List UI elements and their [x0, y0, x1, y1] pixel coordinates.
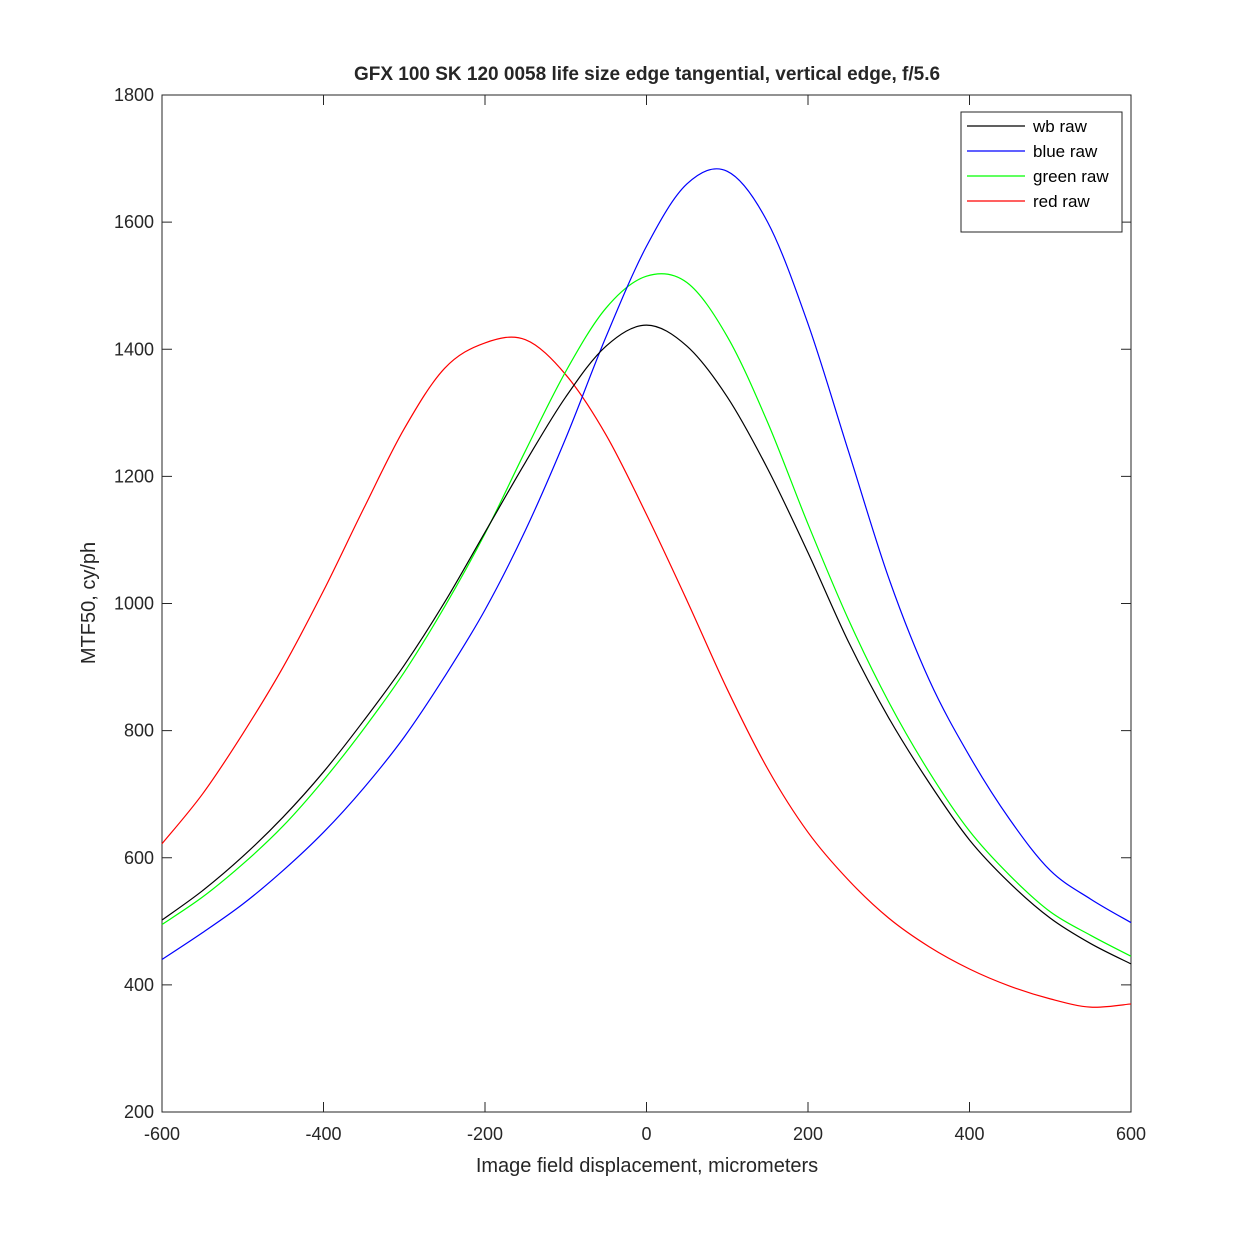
- chart-title: GFX 100 SK 120 0058 life size edge tange…: [354, 64, 940, 85]
- y-tick-label: 400: [124, 975, 154, 995]
- legend-label-wb-raw: wb raw: [1032, 117, 1088, 136]
- y-tick-label: 600: [124, 848, 154, 868]
- x-tick-label: 200: [793, 1124, 823, 1144]
- legend-label-blue-raw: blue raw: [1033, 142, 1098, 161]
- x-axis-label: Image field displacement, micrometers: [476, 1155, 818, 1177]
- y-tick-label: 1000: [114, 594, 154, 614]
- x-tick-label: 600: [1116, 1124, 1146, 1144]
- x-tick-label: -600: [144, 1124, 180, 1144]
- legend: wb raw blue raw green raw red raw: [960, 111, 1123, 233]
- y-tick-label: 800: [124, 721, 154, 741]
- y-axis-label: MTF50, cy/ph: [78, 542, 100, 664]
- x-tick-label: 400: [954, 1124, 984, 1144]
- y-tick-label: 1600: [114, 212, 154, 232]
- x-tick-label: -400: [305, 1124, 341, 1144]
- y-tick-label: 1200: [114, 466, 154, 486]
- y-tick-label: 1800: [114, 85, 154, 105]
- plot-area: [161, 94, 1132, 1113]
- x-tick-label: -200: [467, 1124, 503, 1144]
- legend-box: [960, 111, 1123, 233]
- series-line-green-raw: [161, 273, 1132, 957]
- legend-label-red-raw: red raw: [1033, 192, 1090, 211]
- series-line-red-raw: [161, 336, 1132, 1008]
- x-tick-label: 0: [641, 1124, 651, 1144]
- y-tick-label: 1400: [114, 339, 154, 359]
- series-line-wb-raw: [161, 324, 1132, 965]
- series-line-blue-raw: [161, 168, 1132, 960]
- y-tick-label: 200: [124, 1102, 154, 1122]
- legend-label-green-raw: green raw: [1033, 167, 1109, 186]
